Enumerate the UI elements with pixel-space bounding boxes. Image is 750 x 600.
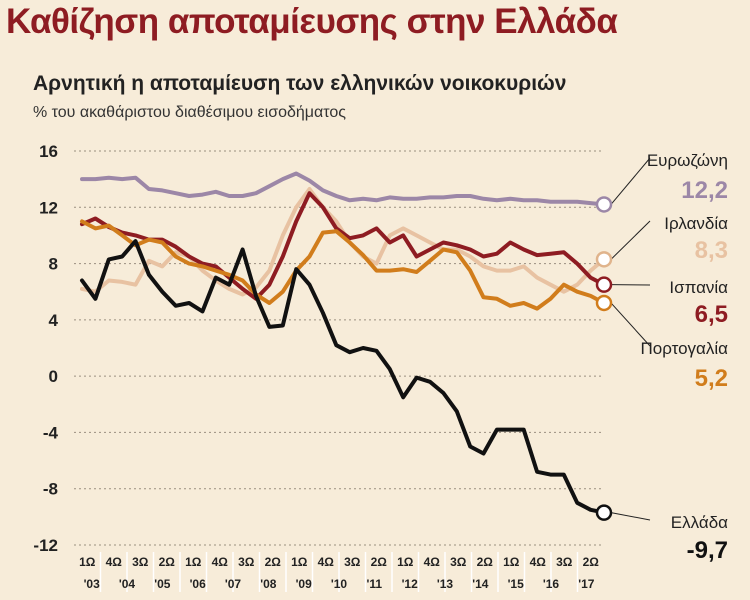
x-tick-quarter: 4Ω [424,555,441,569]
x-tick-year: '16 [543,577,560,591]
y-tick-label: 4 [49,311,59,330]
y-tick-label: -4 [43,423,59,442]
y-tick-label: 0 [49,367,58,386]
x-tick-year: '09 [296,577,313,591]
y-tick-label: 8 [49,255,58,274]
end-point-marker [595,196,613,213]
x-tick-year: '04 [119,577,136,591]
y-tick-label: -8 [43,480,58,499]
chart-title: Καθίζηση αποταμίευσης στην Ελλάδα [6,2,618,41]
x-tick-quarter: 1Ω [397,555,414,569]
x-tick-quarter: 1Ω [503,555,520,569]
x-tick-year: '12 [402,577,419,591]
series-lines [80,171,606,515]
x-tick-quarter: 2Ω [159,555,176,569]
end-point-marker [595,504,613,521]
end-point-marker [595,276,613,293]
x-tick-quarter: 3Ω [344,555,361,569]
x-tick-quarter: 1Ω [291,555,308,569]
series-name-label: Ισπανία [669,278,728,297]
series-line-πορτογαλία [80,219,606,311]
x-axis: 1Ω 4Ω 3Ω 2Ω 1Ω 4Ω 3Ω 2Ω 1Ω 4Ω 3Ω 2Ω 1Ω 4Ω 3Ω 2Ω 1Ω 4Ω 3Ω 2Ω… [79,552,599,592]
chart-subtitle: Αρνητική η αποταμίευση των ελληνικών νοι… [33,72,567,95]
x-tick-year: '15 [508,577,525,591]
leader-line [610,302,651,347]
x-tick-year: '11 [367,577,383,591]
series-name-label: Ευρωζώνη [647,151,728,170]
series-value-label: 12,2 [681,177,728,204]
x-tick-quarter: 2Ω [583,555,600,569]
x-tick-quarter: 4Ω [318,555,335,569]
x-tick-quarter: 3Ω [556,555,573,569]
x-tick-quarter: 4Ω [530,555,547,569]
x-tick-quarter: 4Ω [212,555,229,569]
x-tick-year: '05 [154,577,171,591]
x-tick-quarter: 1Ω [185,555,202,569]
y-tick-label: -12 [33,536,58,555]
end-point-marker [595,251,613,268]
x-tick-quarter: 4Ω [106,555,123,569]
x-tick-year: '17 [578,577,595,591]
x-tick-year: '14 [472,577,489,591]
series-value-label: 6,5 [695,301,728,328]
leader-line [610,157,651,205]
x-tick-quarter: 3Ω [450,555,467,569]
series-name-label: Πορτογαλία [640,339,728,358]
y-tick-label: 12 [39,198,58,217]
series-value-label: -9,7 [687,537,728,564]
end-point-marker [595,294,613,312]
x-tick-year: '08 [260,577,277,591]
x-tick-quarter: 2Ω [477,555,494,569]
y-axis: 16 12 8 4 0 -4 -8 -12 [33,142,58,555]
x-tick-year: '06 [190,577,207,591]
y-tick-label: 16 [39,142,58,161]
leader-line [610,512,651,521]
series-value-label: 8,3 [695,237,728,264]
x-tick-quarter: 3Ω [238,555,255,569]
x-tick-year: '13 [437,577,454,591]
chart-unit-label: % του ακαθάριστου διαθέσιμου εισοδήματος [33,104,346,121]
series-value-label: 5,2 [695,365,728,392]
series-line-ισπανία [80,191,606,301]
x-tick-year: '07 [225,577,242,591]
leader-line [610,220,651,260]
x-tick-year: '03 [84,577,101,591]
x-tick-quarter: 2Ω [265,555,282,569]
series-labels: Ευρωζώνη 12,2 Ιρλανδία 8,3 Ισπανία 6,5 Πορτογα… [595,151,728,564]
x-tick-quarter: 2Ω [371,555,388,569]
series-line-ελλάδα [80,239,606,515]
series-name-label: Ιρλανδία [664,214,728,233]
series-line-ευρωζώνη [80,171,606,207]
grid [74,150,604,546]
x-tick-year: '10 [331,577,348,591]
x-tick-quarter: 3Ω [132,555,149,569]
x-tick-quarter: 1Ω [79,555,96,569]
series-name-label: Ελλάδα [671,513,728,532]
